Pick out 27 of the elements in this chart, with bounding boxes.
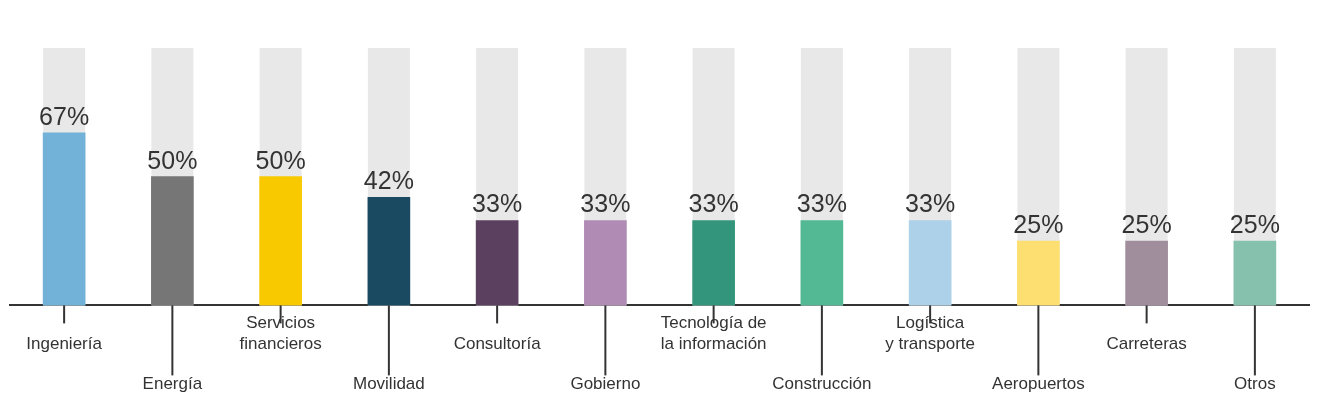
data-label: 25% (1121, 210, 1172, 239)
data-label: 33% (796, 189, 847, 218)
bar (1017, 240, 1060, 306)
data-label: 50% (255, 145, 306, 174)
bar (1233, 240, 1277, 306)
x-tick-label: Servicios financieros (239, 313, 322, 353)
bar (1125, 240, 1168, 306)
data-label: 50% (147, 145, 198, 174)
data-label: 42% (363, 166, 414, 195)
data-label: 67% (39, 101, 90, 130)
x-tick-label: Construcción (772, 374, 872, 394)
x-tick-label: Aeropuertos (992, 374, 1085, 394)
x-tick-label: Ingeniería (26, 333, 103, 353)
data-label: 33% (688, 189, 739, 218)
data-label: 33% (472, 189, 523, 218)
data-label: 33% (905, 189, 956, 218)
data-label: 33% (580, 189, 631, 218)
x-tick-label: Consultoría (453, 333, 542, 353)
x-tick-label: Gobierno (570, 374, 641, 394)
x-tick-label: Energía (142, 374, 203, 394)
x-tick-label: Otros (1234, 374, 1276, 394)
x-tick-label: Tecnología de la información (660, 313, 767, 353)
x-tick-label: Carreteras (1106, 333, 1187, 353)
x-tick-label: Movilidad (352, 374, 425, 394)
data-label: 25% (1229, 210, 1280, 239)
x-tick-label: Logística y transporte (885, 313, 976, 353)
data-label: 25% (1013, 210, 1064, 239)
